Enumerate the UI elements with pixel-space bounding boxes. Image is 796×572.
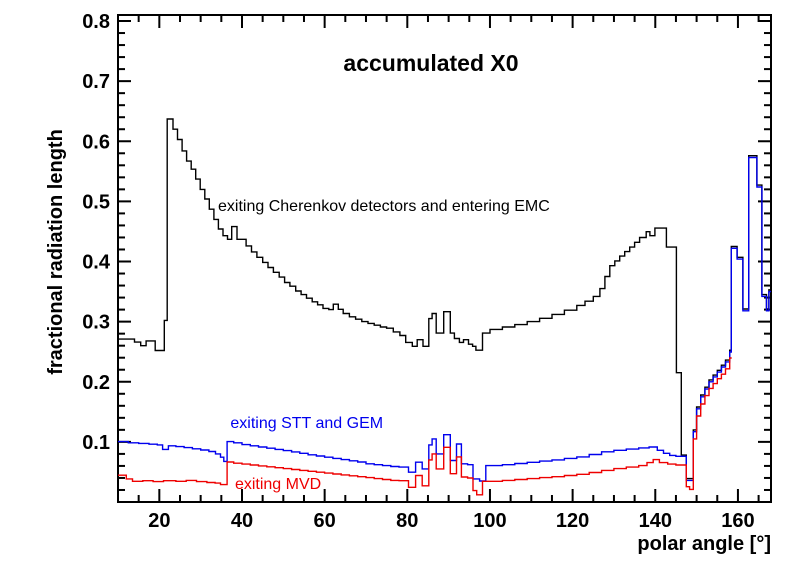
- y-tick-label: 0.8: [82, 11, 110, 33]
- curve-label-1: exiting STT and GEM: [230, 415, 383, 432]
- curve-0-exiting-cherenkov-detectors-and-entering-emc: [118, 118, 771, 480]
- chart-title: accumulated X0: [343, 50, 518, 76]
- y-tick-label: 0.1: [82, 432, 110, 454]
- x-tick-label: 100: [473, 510, 506, 532]
- curve-label-2: exiting MVD: [235, 476, 321, 493]
- y-tick-label: 0.2: [82, 372, 110, 394]
- x-tick-label: 20: [148, 510, 170, 532]
- y-tick-label: 0.3: [82, 312, 110, 334]
- x-axis-title: polar angle [°]: [637, 533, 771, 555]
- y-axis-title: fractional radiation length: [45, 129, 67, 375]
- curve-label-0: exiting Cherenkov detectors and entering…: [218, 198, 550, 215]
- x-tick-label: 40: [231, 510, 253, 532]
- plot-frame: [117, 14, 772, 503]
- y-tick-label: 0.4: [82, 252, 111, 274]
- x-tick-label: 140: [639, 510, 672, 532]
- x-tick-label: 160: [721, 510, 754, 532]
- plot-frame-rect: [117, 14, 772, 503]
- curves: [118, 118, 771, 496]
- axis-ticks: [118, 15, 771, 502]
- y-tick-label: 0.5: [82, 191, 110, 213]
- y-tick-label: 0.7: [82, 71, 110, 93]
- curve-2-exiting-mvd: [118, 357, 732, 496]
- x-tick-label: 60: [314, 510, 336, 532]
- x-tick-label: 80: [396, 510, 418, 532]
- axis-text: 20 40 60 80 100 120 140 160 0.1 0.2 0.3 0.4 0.5 0.6 0.…: [45, 11, 771, 555]
- x-tick-label: 120: [556, 510, 589, 532]
- y-tick-label: 0.6: [82, 131, 110, 153]
